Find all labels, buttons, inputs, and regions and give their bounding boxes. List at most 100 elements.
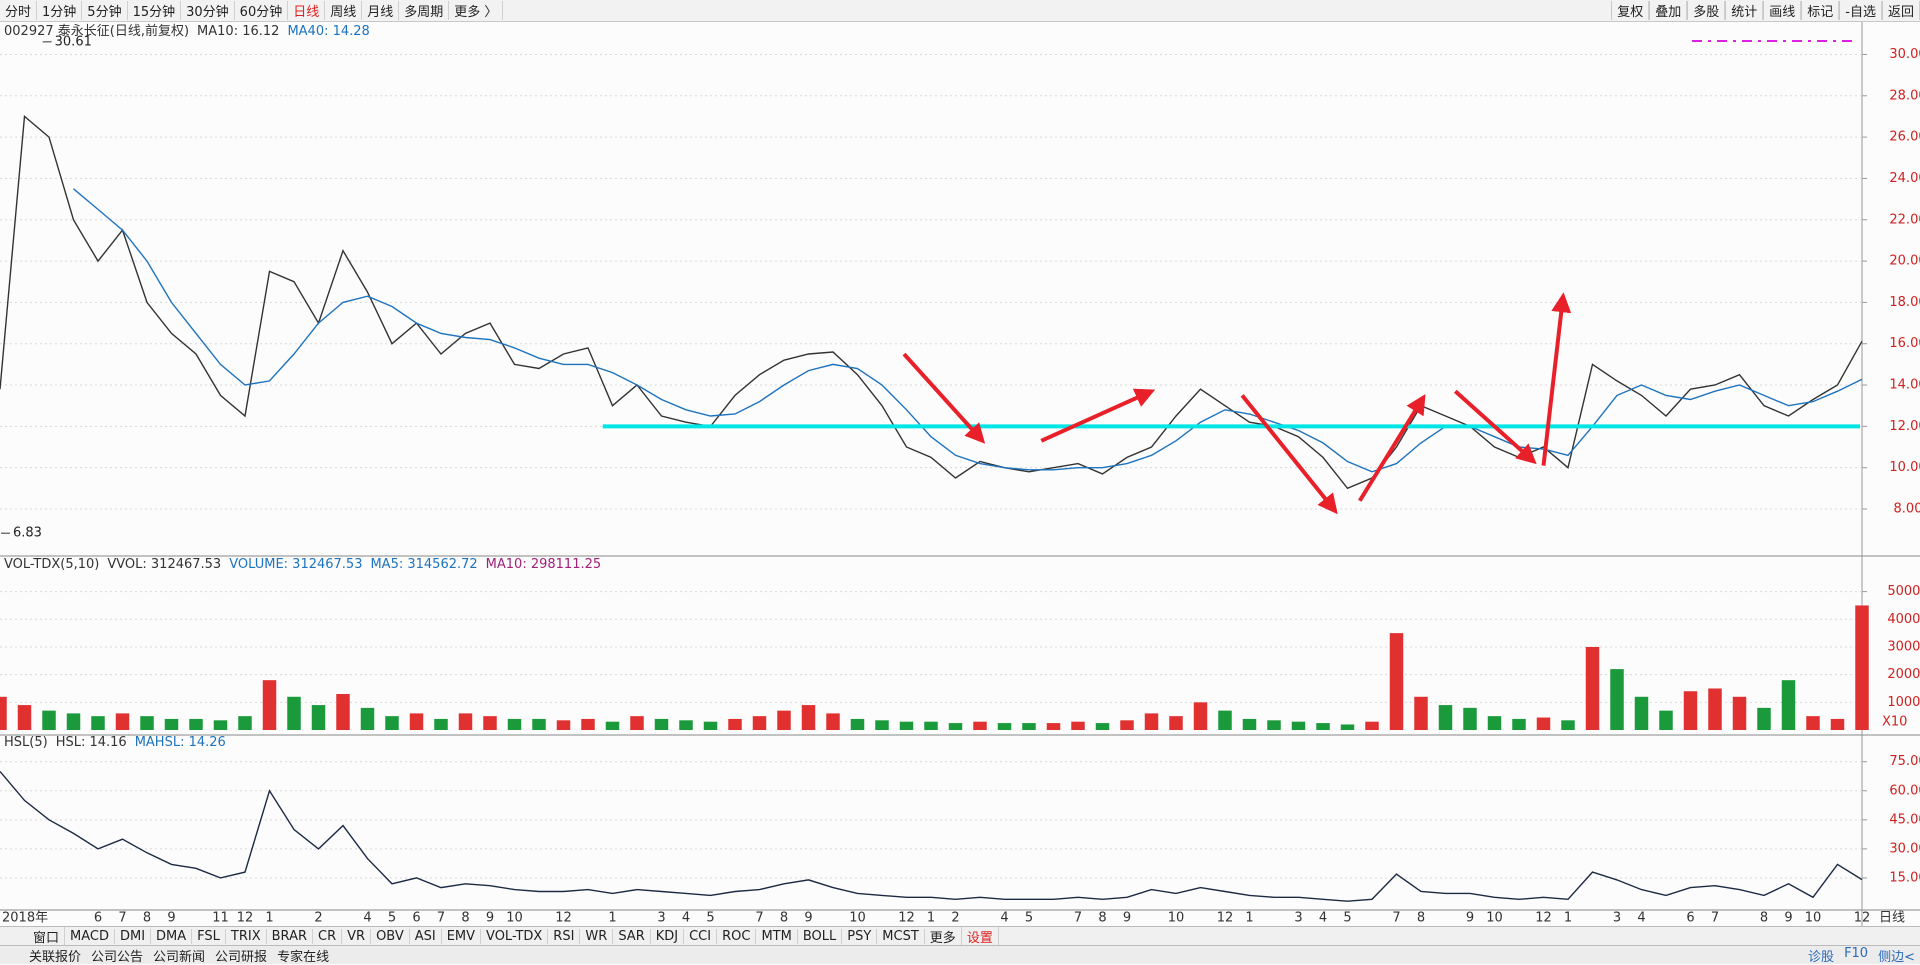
indicator-tab[interactable]: 更多 bbox=[925, 926, 962, 946]
period-button[interactable]: 30分钟 bbox=[181, 1, 235, 20]
panel-title: VOL-TDX(5,10) bbox=[4, 557, 99, 572]
volume-bar bbox=[1218, 710, 1232, 730]
status-link[interactable]: 公司公告 bbox=[91, 949, 144, 965]
x-tick-label: 2 bbox=[951, 911, 959, 926]
x-tick-label: 12 bbox=[237, 911, 254, 926]
volume-bar bbox=[1610, 669, 1624, 730]
volume-bar bbox=[850, 718, 865, 730]
volume-bar bbox=[1022, 723, 1036, 730]
indicator-tab[interactable]: FSL bbox=[192, 928, 226, 944]
indicator-tab[interactable]: VR bbox=[342, 928, 372, 944]
status-link[interactable]: 诊股 bbox=[1808, 949, 1835, 965]
x-tick-label: 7 bbox=[1711, 911, 1719, 926]
volume-bar bbox=[311, 705, 326, 730]
tool-button[interactable]: 标记 bbox=[1801, 1, 1840, 20]
indicator-tab[interactable]: KDJ bbox=[651, 928, 685, 944]
volume-bar bbox=[1806, 716, 1820, 730]
period-button[interactable]: 周线 bbox=[325, 1, 363, 20]
y-tick-label: 40000 bbox=[1887, 612, 1920, 627]
x-tick-label: 2 bbox=[314, 911, 322, 926]
tool-button[interactable]: 多股 bbox=[1687, 1, 1726, 20]
x-tick-label: 9 bbox=[167, 911, 175, 926]
x-tick-label: 5 bbox=[1025, 911, 1033, 926]
period-button[interactable]: 月线 bbox=[362, 1, 400, 20]
legend-entry: VVOL: 312467.53 bbox=[107, 557, 221, 572]
volume-bar bbox=[1095, 723, 1110, 730]
indicator-tab[interactable]: ROC bbox=[717, 928, 757, 944]
indicator-tab[interactable]: CCI bbox=[684, 928, 718, 944]
status-link[interactable]: F10 bbox=[1844, 945, 1869, 961]
indicator-tab[interactable]: DMA bbox=[151, 928, 193, 944]
indicator-tab[interactable]: 窗口 bbox=[28, 926, 66, 946]
unit-label: X10 bbox=[1882, 715, 1907, 730]
period-button[interactable]: 分时 bbox=[0, 1, 38, 20]
indicator-tab[interactable]: BOLL bbox=[798, 928, 843, 944]
period-button[interactable]: 5分钟 bbox=[82, 1, 128, 20]
status-link[interactable]: 公司新闻 bbox=[153, 949, 206, 965]
tool-button[interactable]: 统计 bbox=[1725, 1, 1764, 20]
volume-bar bbox=[1855, 605, 1869, 730]
indicator-tab[interactable]: WR bbox=[580, 928, 614, 944]
indicator-tab[interactable]: DMI bbox=[115, 928, 152, 944]
tool-button[interactable]: 返回 bbox=[1881, 1, 1920, 20]
status-link[interactable]: 公司研报 bbox=[215, 949, 268, 965]
volume-bar bbox=[238, 716, 252, 730]
tool-button[interactable]: -自选 bbox=[1839, 1, 1882, 20]
tool-button[interactable]: 复权 bbox=[1611, 1, 1650, 20]
indicator-tab[interactable]: SAR bbox=[613, 928, 651, 944]
legend-entry: MA10: 16.12 bbox=[197, 24, 279, 39]
indicator-tab[interactable]: 设置 bbox=[962, 926, 999, 946]
x-tick-label: 10 bbox=[506, 911, 523, 926]
indicator-tab[interactable]: ASI bbox=[410, 928, 442, 944]
status-link[interactable]: 侧边< bbox=[1878, 949, 1915, 965]
y-tick-label: 16.00 bbox=[1889, 336, 1920, 351]
y-tick-label: 26.00 bbox=[1889, 130, 1920, 145]
y-tick-label: 15.00 bbox=[1889, 870, 1920, 885]
volume-bar bbox=[213, 720, 228, 730]
indicator-tab[interactable]: OBV bbox=[371, 928, 410, 944]
indicator-tab[interactable]: MACD bbox=[65, 928, 115, 944]
indicator-tab[interactable]: MTM bbox=[756, 928, 798, 944]
indicator-tab[interactable]: TRIX bbox=[226, 928, 267, 944]
indicator-tab[interactable]: EMV bbox=[442, 928, 482, 944]
x-tick-label: 12 bbox=[1217, 911, 1234, 926]
volume-bar bbox=[115, 713, 130, 730]
indicator-tab[interactable]: MCST bbox=[877, 928, 925, 944]
period-button[interactable]: 1分钟 bbox=[37, 1, 83, 20]
indicator-tab[interactable]: VOL-TDX bbox=[481, 928, 549, 944]
volume-bar bbox=[703, 721, 718, 730]
x-tick-label: 9 bbox=[1784, 911, 1792, 926]
volume-bar bbox=[66, 713, 81, 730]
status-link[interactable]: 关联报价 bbox=[29, 949, 82, 965]
period-button[interactable]: 60分钟 bbox=[235, 1, 289, 20]
series-line bbox=[73, 188, 1863, 473]
volume-bar bbox=[17, 705, 32, 730]
tool-button[interactable]: 画线 bbox=[1763, 1, 1802, 20]
y-tick-label: 30.00 bbox=[1889, 841, 1920, 856]
indicator-tab[interactable]: BRAR bbox=[267, 928, 313, 944]
period-button[interactable]: 更多 〉 bbox=[449, 1, 504, 20]
indicator-tab[interactable]: RSI bbox=[548, 928, 581, 944]
y-tick-label: 20000 bbox=[1887, 667, 1920, 682]
volume-bar bbox=[434, 718, 448, 730]
status-link[interactable]: 专家在线 bbox=[277, 949, 330, 965]
period-button[interactable]: 多周期 bbox=[399, 1, 450, 20]
trend-arrow bbox=[1453, 389, 1537, 465]
x-tick-label: 9 bbox=[1123, 911, 1131, 926]
legend-entry: MAHSL: 14.26 bbox=[135, 735, 226, 750]
y-tick-label: 10000 bbox=[1887, 695, 1920, 710]
x-tick-label: 1 bbox=[927, 911, 935, 926]
x-tick-label: 1 bbox=[608, 911, 616, 926]
volume-bar bbox=[164, 718, 179, 730]
period-button[interactable]: 15分钟 bbox=[128, 1, 182, 20]
volume-bar bbox=[581, 718, 595, 730]
period-button[interactable]: 日线 bbox=[288, 1, 326, 20]
x-tick-label: 4 bbox=[1000, 911, 1008, 926]
x-tick-label: 1 bbox=[1245, 911, 1253, 926]
tool-button[interactable]: 叠加 bbox=[1649, 1, 1688, 20]
indicator-tab[interactable]: CR bbox=[313, 928, 343, 944]
indicator-tab[interactable]: PSY bbox=[842, 928, 878, 944]
volume-bar bbox=[1683, 691, 1698, 730]
legend-entry: HSL: 14.16 bbox=[56, 735, 127, 750]
volume-bar bbox=[1487, 716, 1502, 730]
